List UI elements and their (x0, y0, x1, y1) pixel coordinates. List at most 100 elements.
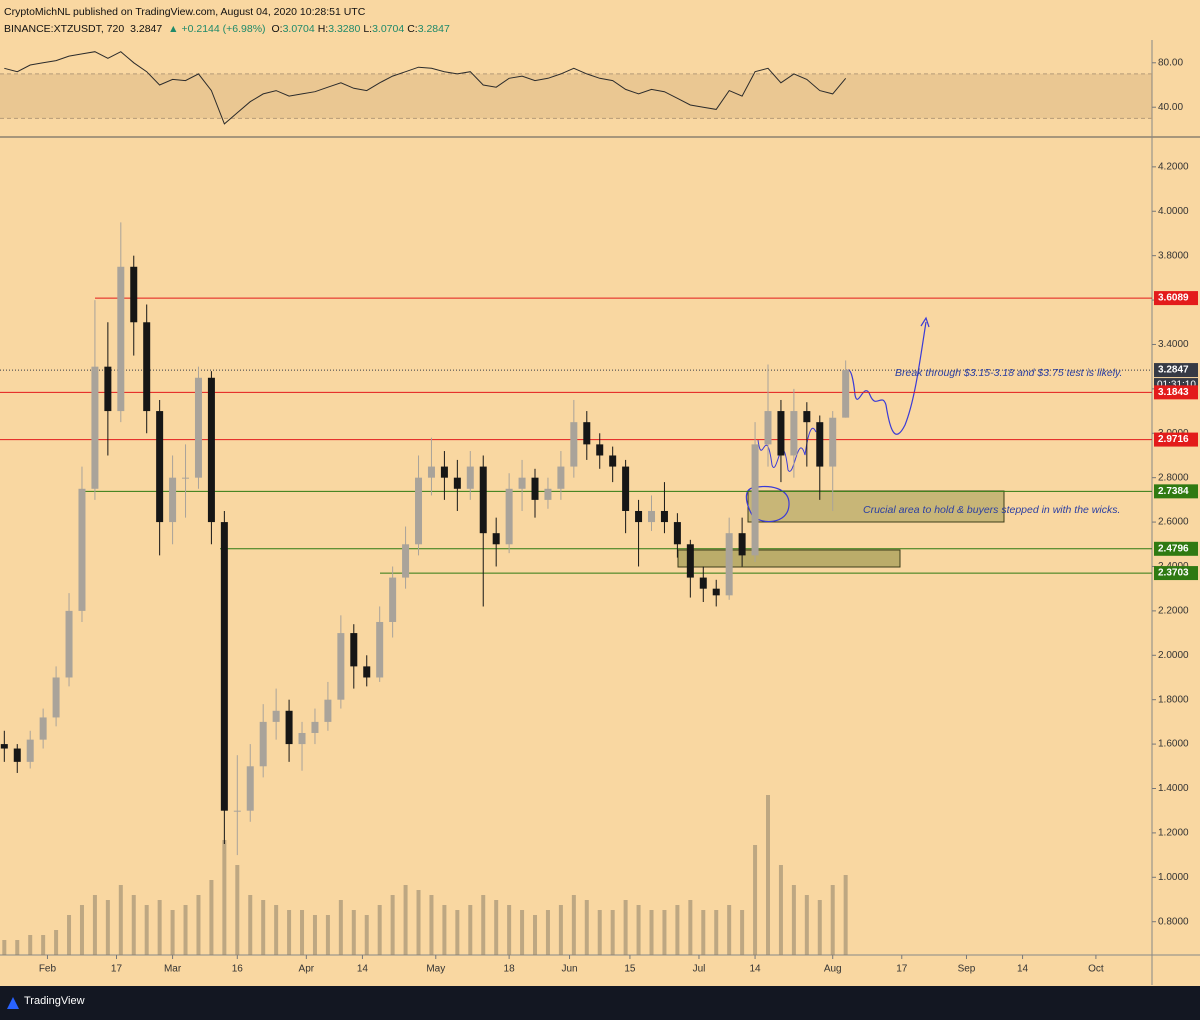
candle-body (725, 533, 733, 596)
ohlc-key: H: (317, 23, 329, 35)
volume-bar (740, 910, 745, 955)
candle-body (531, 477, 539, 500)
wick-highlight (745, 485, 790, 523)
level-label: 3.6089 (1158, 293, 1189, 304)
volume-bar (248, 895, 253, 955)
candle-body (479, 466, 487, 534)
candle-body (492, 533, 500, 545)
x-tick-label: May (426, 964, 445, 975)
candle-body (609, 455, 617, 467)
candle-body (829, 417, 837, 467)
level-label-box (1154, 385, 1198, 400)
candle-body (259, 721, 267, 767)
volume-bar (714, 910, 719, 955)
volume-bar (675, 905, 680, 955)
candle-body (169, 477, 177, 523)
y-tick-label: 2.8000 (1158, 472, 1189, 483)
candle-body (78, 488, 86, 611)
volume-bar (558, 905, 563, 955)
volume-bar (92, 895, 97, 955)
x-tick-label: Sep (958, 964, 976, 975)
ohlc-key: C: (407, 23, 418, 35)
volume-bar (209, 880, 214, 955)
volume-bar (41, 935, 46, 955)
candle-body (298, 732, 306, 745)
volume-bar (623, 900, 628, 955)
candle-body (583, 422, 591, 445)
volume-bar (325, 915, 330, 955)
volume-bar (79, 905, 84, 955)
x-tick-label: 16 (232, 964, 244, 975)
y-tick-label: 2.2000 (1158, 606, 1189, 617)
volume-bar (766, 795, 770, 955)
countdown: 01:31:10 (1157, 380, 1196, 391)
volume-bar (377, 905, 382, 955)
rsi-band (0, 73, 1152, 119)
x-tick-label: Oct (1088, 964, 1104, 975)
volume-bar (183, 905, 188, 955)
y-tick-label: 1.8000 (1158, 694, 1189, 705)
volume-bar (571, 895, 576, 955)
candle-body (285, 710, 293, 745)
candle-body (596, 444, 604, 456)
y-tick-label: 3.8000 (1158, 250, 1189, 261)
volume-bar (54, 930, 59, 955)
candle-body (272, 710, 280, 722)
volume-bar (649, 910, 654, 955)
candle-body (648, 510, 656, 523)
candle-body (363, 666, 371, 678)
candle-body (505, 488, 513, 545)
y-tick-label: 2.0000 (1158, 650, 1189, 661)
rsi-line (4, 51, 847, 125)
logo (7, 997, 19, 1009)
candle-body (91, 366, 99, 489)
candle-body (389, 577, 397, 622)
volume-bar (791, 885, 796, 955)
symbol: BINANCE:XTZUSDT, 720 (4, 23, 125, 35)
candle-body (816, 422, 824, 467)
candle-body (13, 748, 21, 762)
x-tick-label: 14 (357, 964, 369, 975)
volume-bar (261, 900, 266, 955)
projection-path (842, 321, 927, 435)
candle-body (376, 621, 384, 678)
volume-bar (118, 885, 123, 955)
candle-body (453, 477, 461, 489)
x-tick-label: Jul (693, 964, 706, 975)
volume-bar (222, 840, 227, 955)
x-tick-label: 14 (749, 964, 761, 975)
candle-body (220, 522, 228, 811)
annotation: Crucial area to hold & buyers stepped in… (863, 504, 1121, 516)
y-tick-label: 1.6000 (1158, 739, 1189, 750)
x-tick-label: 17 (896, 964, 908, 975)
candle-body (26, 739, 34, 762)
annotation: Break through $3.15-3.18 and $3.75 test … (895, 367, 1123, 379)
volume-bar (817, 900, 822, 955)
volume-bar (442, 905, 447, 955)
y-tick-label: 1.0000 (1158, 872, 1189, 883)
candle-body (246, 766, 254, 811)
level-label: 2.3703 (1158, 568, 1189, 579)
volume-bar (312, 915, 317, 955)
volume-bar (196, 895, 201, 955)
publisher: CryptoMichNL published on TradingView.co… (4, 6, 366, 18)
volume-bar (67, 915, 72, 955)
volume-bar (636, 905, 641, 955)
volume-bar (533, 915, 538, 955)
volume-bar (688, 900, 693, 955)
volume-bar (778, 865, 783, 955)
volume-bar (843, 875, 848, 955)
volume-bar (804, 895, 809, 955)
support-zone (747, 490, 1005, 523)
y-tick-label: 4.0000 (1158, 206, 1189, 217)
level-label: 2.7384 (1158, 486, 1189, 497)
candle-body (622, 466, 630, 511)
candle-body (660, 510, 668, 523)
volume-bar (274, 905, 279, 955)
candle-body (751, 444, 759, 556)
ohlc-value: 3.2847 (417, 23, 450, 35)
y-tick-label: 1.4000 (1158, 783, 1189, 794)
candle-body (39, 717, 47, 740)
level-label-box (1154, 541, 1198, 556)
